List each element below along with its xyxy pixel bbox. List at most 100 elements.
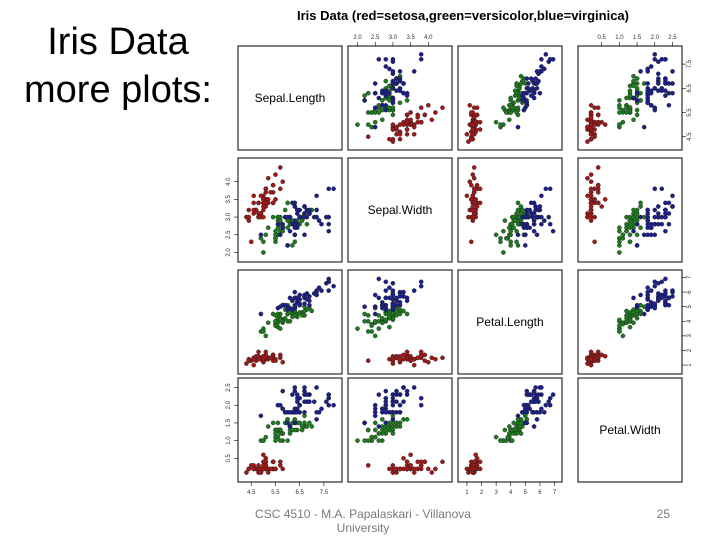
point-versicolor: [261, 438, 266, 443]
tick-label: 6.5: [687, 83, 693, 92]
point-versicolor: [265, 320, 271, 326]
panel-Sepal.Length-vs-Petal.Length: [457, 45, 563, 151]
point-virginica: [314, 417, 319, 422]
point-versicolor: [498, 438, 503, 443]
point-virginica: [397, 78, 403, 84]
point-virginica: [645, 214, 651, 220]
point-setosa: [251, 193, 256, 199]
point-setosa: [585, 117, 590, 123]
point-setosa: [390, 127, 396, 132]
point-virginica: [280, 225, 286, 230]
point-setosa: [588, 115, 594, 120]
point-virginica: [670, 81, 675, 86]
point-virginica: [362, 304, 367, 310]
point-virginica: [326, 288, 332, 293]
point-virginica: [292, 289, 298, 295]
point-versicolor: [261, 239, 266, 245]
point-versicolor: [508, 228, 514, 234]
point-setosa: [411, 362, 417, 368]
point-setosa: [595, 165, 601, 170]
point-virginica: [387, 285, 392, 291]
point-virginica: [666, 103, 672, 108]
point-virginica: [319, 221, 324, 227]
point-virginica: [372, 292, 378, 298]
point-virginica: [524, 76, 530, 81]
point-setosa: [422, 358, 428, 364]
point-virginica: [659, 295, 665, 301]
point-virginica: [307, 298, 312, 304]
point-versicolor: [503, 235, 509, 241]
point-virginica: [539, 57, 544, 62]
point-virginica: [379, 302, 385, 308]
point-versicolor: [376, 110, 382, 115]
x-axis-Petal.Width: 0.5 1.0 1.5 2.0 2.5: [598, 35, 677, 46]
point-versicolor: [502, 218, 508, 223]
point-versicolor: [498, 122, 503, 127]
point-versicolor: [617, 98, 622, 103]
point-versicolor: [387, 324, 392, 330]
point-setosa: [588, 179, 594, 184]
point-versicolor: [261, 329, 266, 334]
y-axis-Sepal.Length: 4.5 5.5 6.5 7.5: [682, 59, 693, 141]
point-virginica: [394, 399, 399, 405]
point-virginica: [656, 71, 661, 77]
tick-label: 2.5: [226, 230, 232, 239]
point-virginica: [372, 304, 378, 310]
point-virginica: [539, 64, 544, 69]
point-setosa: [474, 105, 480, 110]
point-versicolor: [372, 434, 378, 440]
point-versicolor: [304, 221, 310, 227]
point-virginica: [645, 285, 651, 291]
point-virginica: [530, 88, 535, 93]
point-setosa: [273, 172, 278, 177]
point-virginica: [287, 228, 293, 234]
point-versicolor: [290, 427, 295, 433]
point-setosa: [256, 200, 261, 206]
point-virginica: [290, 392, 295, 397]
point-setosa: [471, 115, 477, 120]
point-virginica: [372, 124, 378, 130]
point-setosa: [261, 214, 266, 220]
point-versicolor: [372, 420, 378, 426]
point-versicolor: [631, 310, 636, 315]
point-virginica: [638, 214, 643, 220]
point-virginica: [290, 298, 295, 304]
tick-label: 4: [687, 319, 693, 323]
point-virginica: [280, 406, 286, 412]
point-setosa: [408, 358, 413, 364]
point-setosa: [440, 459, 445, 465]
point-virginica: [648, 64, 654, 69]
tick-label: 2.0: [226, 248, 232, 257]
tick-label: 1.5: [633, 35, 642, 41]
point-setosa: [592, 239, 597, 245]
point-virginica: [376, 276, 382, 282]
point-virginica: [383, 420, 389, 426]
point-virginica: [397, 291, 403, 296]
point-virginica: [524, 409, 530, 415]
point-virginica: [326, 279, 332, 285]
point-setosa: [588, 122, 594, 127]
point-versicolor: [631, 78, 636, 84]
point-versicolor: [509, 105, 515, 110]
point-setosa: [418, 105, 424, 110]
tick-label: 2.5: [668, 35, 677, 41]
point-setosa: [429, 470, 435, 475]
point-versicolor: [365, 438, 371, 443]
point-virginica: [670, 193, 675, 199]
point-setosa: [256, 463, 261, 468]
point-versicolor: [518, 81, 524, 86]
point-setosa: [365, 134, 371, 139]
point-setosa: [390, 463, 396, 468]
tick-label: 1.0: [226, 436, 232, 445]
point-setosa: [273, 466, 278, 472]
point-setosa: [588, 110, 594, 115]
point-virginica: [401, 81, 406, 86]
point-setosa: [418, 349, 424, 355]
point-setosa: [390, 122, 396, 127]
point-setosa: [261, 452, 266, 458]
point-setosa: [265, 175, 271, 181]
point-virginica: [648, 225, 654, 230]
point-versicolor: [302, 308, 307, 314]
point-virginica: [515, 124, 521, 130]
point-setosa: [477, 119, 483, 125]
